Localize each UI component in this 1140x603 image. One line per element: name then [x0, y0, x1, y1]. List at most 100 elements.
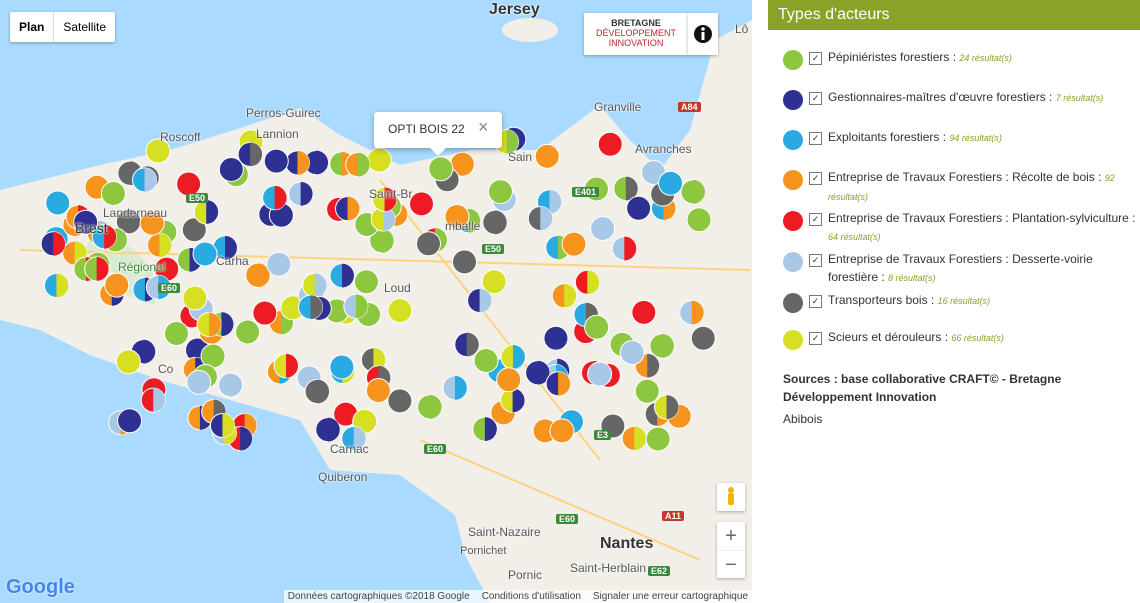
marker[interactable]: [645, 426, 671, 452]
pegman[interactable]: [717, 483, 745, 511]
marker[interactable]: [43, 272, 69, 298]
marker[interactable]: [263, 148, 289, 174]
marker[interactable]: [634, 378, 660, 404]
marker[interactable]: [649, 333, 675, 359]
marker[interactable]: [163, 320, 189, 346]
marker[interactable]: [631, 299, 657, 325]
marker[interactable]: [584, 314, 610, 340]
marker[interactable]: [181, 217, 207, 243]
marker[interactable]: [343, 293, 369, 319]
marker[interactable]: [132, 167, 158, 193]
marker[interactable]: [186, 369, 212, 395]
marker[interactable]: [117, 408, 143, 434]
marker[interactable]: [415, 231, 441, 257]
marker[interactable]: [192, 241, 218, 267]
marker[interactable]: [218, 156, 244, 182]
marker[interactable]: [444, 203, 470, 229]
marker[interactable]: [365, 377, 391, 403]
marker[interactable]: [454, 332, 480, 358]
satellite-button[interactable]: Satellite: [53, 12, 115, 42]
marker[interactable]: [496, 367, 522, 393]
marker[interactable]: [304, 379, 330, 405]
marker[interactable]: [500, 344, 526, 370]
marker[interactable]: [209, 412, 235, 438]
marker[interactable]: [196, 312, 222, 338]
marker[interactable]: [428, 156, 454, 182]
marker[interactable]: [372, 186, 398, 212]
marker[interactable]: [245, 262, 271, 288]
marker[interactable]: [549, 418, 575, 444]
marker[interactable]: [408, 191, 434, 217]
marker[interactable]: [482, 209, 508, 235]
marker[interactable]: [366, 147, 392, 173]
checkbox[interactable]: ✓: [809, 295, 822, 308]
marker[interactable]: [690, 325, 716, 351]
marker[interactable]: [341, 425, 367, 451]
marker[interactable]: [654, 394, 680, 420]
marker[interactable]: [621, 425, 647, 451]
map[interactable]: Jersey Lô Perros-Guirec Lannion Roscoff …: [0, 0, 752, 603]
marker[interactable]: [218, 372, 244, 398]
marker[interactable]: [212, 235, 238, 261]
marker[interactable]: [315, 417, 341, 443]
marker[interactable]: [145, 138, 171, 164]
checkbox[interactable]: ✓: [809, 132, 822, 145]
logo[interactable]: BRETAGNE DÉVELOPPEMENT INNOVATION: [584, 13, 688, 55]
marker[interactable]: [452, 249, 478, 275]
marker[interactable]: [284, 150, 310, 176]
marker[interactable]: [273, 353, 299, 379]
marker[interactable]: [619, 340, 645, 366]
marker[interactable]: [590, 216, 616, 242]
marker[interactable]: [345, 152, 371, 178]
marker[interactable]: [262, 185, 288, 211]
marker[interactable]: [115, 209, 141, 235]
marker[interactable]: [574, 269, 600, 295]
zoom-in[interactable]: +: [725, 525, 737, 547]
marker[interactable]: [417, 394, 443, 420]
popup-close[interactable]: ×: [478, 117, 489, 137]
marker[interactable]: [543, 325, 569, 351]
marker[interactable]: [353, 269, 379, 295]
marker[interactable]: [147, 232, 173, 258]
marker[interactable]: [182, 285, 208, 311]
marker[interactable]: [387, 388, 413, 414]
marker[interactable]: [481, 269, 507, 295]
marker[interactable]: [442, 375, 468, 401]
marker[interactable]: [84, 256, 110, 282]
marker[interactable]: [104, 272, 130, 298]
marker[interactable]: [658, 170, 684, 196]
marker[interactable]: [329, 263, 355, 289]
marker[interactable]: [500, 387, 526, 413]
marker[interactable]: [235, 319, 261, 345]
marker[interactable]: [91, 224, 117, 250]
checkbox[interactable]: ✓: [809, 213, 822, 226]
marker[interactable]: [597, 131, 623, 157]
checkbox[interactable]: ✓: [809, 172, 822, 185]
checkbox[interactable]: ✓: [809, 254, 822, 267]
marker[interactable]: [335, 196, 361, 222]
marker[interactable]: [288, 181, 314, 207]
marker[interactable]: [551, 283, 577, 309]
marker[interactable]: [561, 231, 587, 257]
marker[interactable]: [370, 206, 396, 232]
marker[interactable]: [473, 347, 499, 373]
marker[interactable]: [40, 231, 66, 257]
marker[interactable]: [387, 297, 413, 323]
marker[interactable]: [525, 360, 551, 386]
marker[interactable]: [139, 210, 165, 236]
marker[interactable]: [329, 354, 355, 380]
marker[interactable]: [587, 361, 613, 387]
checkbox[interactable]: ✓: [809, 332, 822, 345]
zoom-out[interactable]: −: [717, 550, 745, 579]
marker[interactable]: [73, 209, 99, 235]
marker[interactable]: [252, 300, 278, 326]
marker[interactable]: [545, 371, 571, 397]
marker[interactable]: [611, 236, 637, 262]
marker[interactable]: [115, 349, 141, 375]
checkbox[interactable]: ✓: [809, 52, 822, 65]
footer-link[interactable]: Signaler une erreur cartographique: [592, 591, 748, 602]
marker[interactable]: [237, 141, 263, 167]
marker[interactable]: [686, 207, 712, 233]
footer-link[interactable]: Conditions d'utilisation: [481, 591, 581, 602]
marker[interactable]: [193, 199, 219, 225]
